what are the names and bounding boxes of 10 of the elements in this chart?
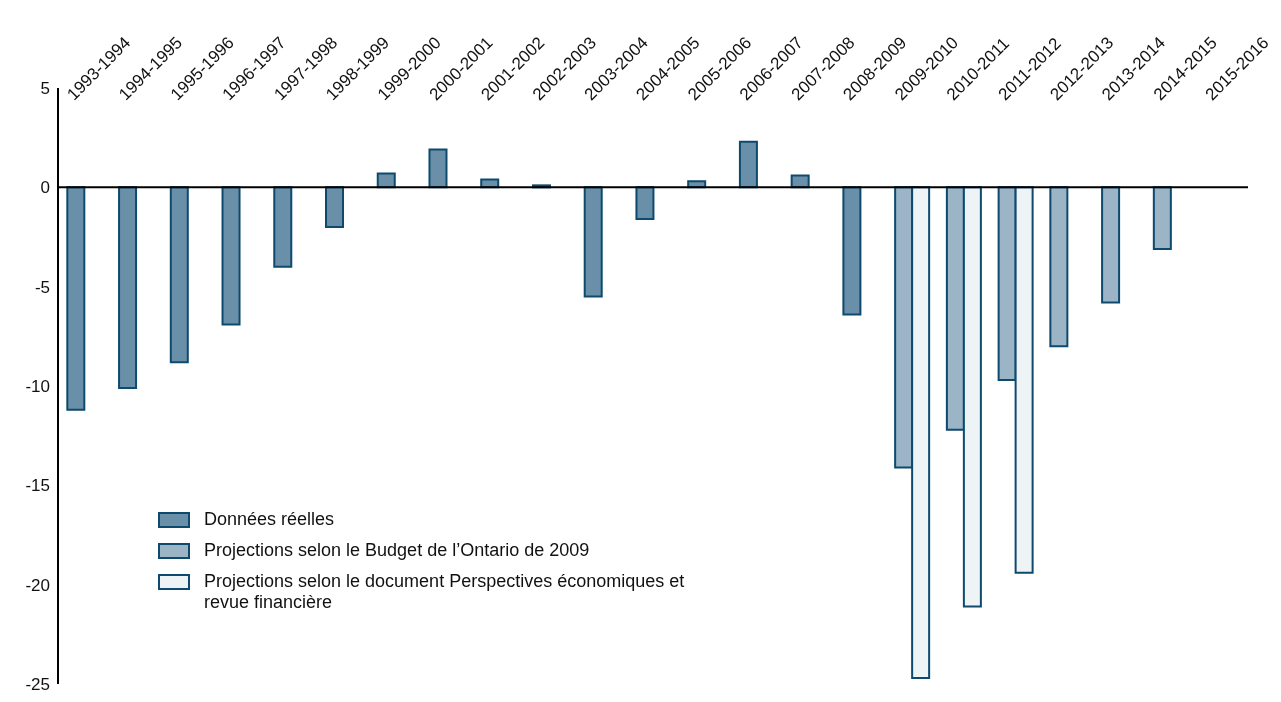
y-tick-label: -10 [25,377,50,397]
y-tick-label: -20 [25,575,50,595]
y-tick-label: -25 [25,675,50,695]
y-tick-label: 0 [40,178,50,198]
legend-label: Projections selon le Budget de l’Ontario de 2009 [204,540,590,561]
y-tick-label: -5 [34,277,50,297]
y-tick-label: -15 [25,476,50,496]
legend-label: Projections selon le document Perspectives économiques et revue financière [204,571,686,613]
legend-label: Données réelles [204,509,335,530]
y-tick-label: 5 [40,79,50,99]
